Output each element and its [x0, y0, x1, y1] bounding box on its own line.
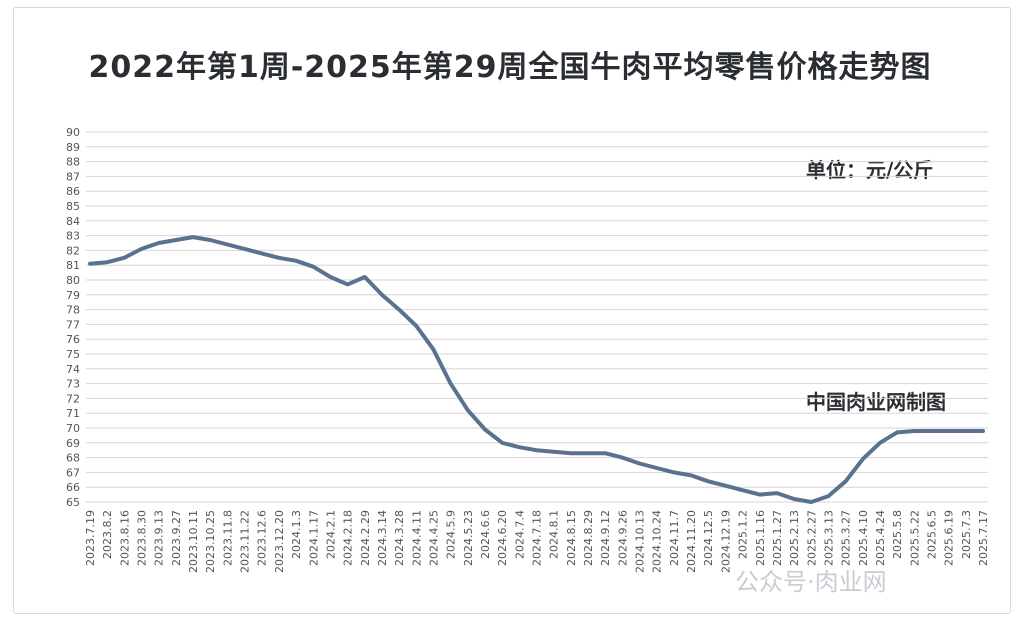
x-tick-label: 2025.1.16	[754, 510, 767, 566]
x-tick-label: 2024.9.26	[616, 510, 629, 566]
x-tick-label: 2024.7.18	[531, 510, 544, 566]
x-tick-label: 2025.2.13	[788, 510, 801, 566]
x-tick-label: 2024.2.18	[342, 510, 355, 566]
x-tick-label: 2024.1.3	[290, 510, 303, 559]
y-tick-label: 70	[66, 422, 80, 435]
series-line	[88, 235, 985, 504]
x-tick-label: 2025.1.27	[771, 510, 784, 566]
x-tick-label: 2025.3.27	[840, 510, 853, 566]
x-tick-label: 2024.4.25	[427, 510, 440, 566]
chart-card	[13, 7, 1011, 614]
y-tick-label: 67	[66, 466, 80, 479]
x-tick-label: 2023.8.2	[101, 510, 114, 559]
y-tick-label: 65	[66, 496, 80, 509]
x-tick-label: 2023.11.22	[239, 510, 252, 573]
x-tick-label: 2025.7.17	[977, 510, 990, 566]
y-tick-label: 68	[66, 452, 80, 465]
y-tick-label: 90	[66, 126, 80, 139]
x-tick-label: 2023.9.27	[170, 510, 183, 566]
x-tick-label: 2024.9.12	[599, 510, 612, 566]
y-tick-label: 71	[66, 407, 80, 420]
x-tick-label: 2024.10.13	[634, 510, 647, 573]
x-tick-label: 2024.11.20	[685, 510, 698, 573]
y-tick-label: 79	[66, 289, 80, 302]
x-tick-label: 2024.6.6	[479, 510, 492, 559]
x-tick-label: 2023.10.11	[187, 510, 200, 573]
x-tick-label: 2023.12.20	[273, 510, 286, 573]
x-tick-label: 2025.4.10	[857, 510, 870, 566]
x-tick-label: 2024.12.5	[702, 510, 715, 566]
x-tick-label: 2024.11.7	[668, 510, 681, 566]
y-tick-label: 84	[66, 215, 80, 228]
x-tick-label: 2023.11.8	[221, 510, 234, 566]
x-tick-label: 2024.8.29	[582, 510, 595, 566]
x-tick-label: 2024.10.24	[651, 510, 664, 573]
x-tick-label: 2024.6.20	[496, 510, 509, 566]
x-tick-label: 2024.4.11	[410, 510, 423, 566]
x-tick-label: 2023.8.30	[136, 510, 149, 566]
y-tick-label: 83	[66, 230, 80, 243]
x-tick-label: 2025.7.3	[960, 510, 973, 559]
x-tick-label: 2024.3.14	[376, 510, 389, 566]
x-tick-label: 2024.3.28	[393, 510, 406, 566]
y-tick-label: 86	[66, 185, 80, 198]
x-tick-label: 2023.9.13	[153, 510, 166, 566]
x-tick-label: 2025.5.22	[908, 510, 921, 566]
y-tick-label: 69	[66, 437, 80, 450]
x-tick-label: 2025.3.13	[822, 510, 835, 566]
y-tick-label: 88	[66, 156, 80, 169]
x-tick-label: 2024.2.1	[324, 510, 337, 559]
x-tick-label: 2024.5.9	[445, 510, 458, 559]
y-tick-label: 77	[66, 318, 80, 331]
x-tick-label: 2024.12.19	[719, 510, 732, 573]
x-tick-label: 2024.7.4	[513, 510, 526, 559]
y-tick-label: 89	[66, 141, 80, 154]
watermark: 公众号·肉业网	[735, 568, 887, 596]
y-tick-label: 73	[66, 378, 80, 391]
chart-title: 2022年第1周-2025年第29周全国牛肉平均零售价格走势图	[88, 50, 932, 85]
y-tick-label: 72	[66, 392, 80, 405]
y-tick-label: 66	[66, 481, 80, 494]
x-tick-label: 2024.2.29	[359, 510, 372, 566]
x-tick-label: 2025.1.2	[737, 510, 750, 559]
y-tick-label: 75	[66, 348, 80, 361]
y-tick-label: 76	[66, 333, 80, 346]
y-tick-label: 85	[66, 200, 80, 213]
x-tick-label: 2023.10.25	[204, 510, 217, 573]
x-tick-label: 2025.2.27	[805, 510, 818, 566]
x-tick-label: 2024.8.15	[565, 510, 578, 566]
x-tick-label: 2023.8.16	[118, 510, 131, 566]
x-tick-label: 2025.6.5	[925, 510, 938, 559]
x-tick-label: 2025.5.8	[891, 510, 904, 559]
y-tick-label: 87	[66, 170, 80, 183]
x-tick-label: 2023.12.6	[256, 510, 269, 566]
y-tick-label: 78	[66, 304, 80, 317]
y-tick-label: 80	[66, 274, 80, 287]
source-label: 中国肉业网制图	[806, 390, 946, 414]
x-tick-label: 2024.8.1	[548, 510, 561, 559]
y-tick-label: 74	[66, 363, 80, 376]
x-tick-label: 2025.6.19	[943, 510, 956, 566]
x-tick-label: 2024.1.17	[307, 510, 320, 566]
x-tick-label: 2025.4.24	[874, 510, 887, 566]
x-tick-label: 2023.7.19	[84, 510, 97, 566]
y-tick-label: 82	[66, 244, 80, 257]
y-tick-label: 81	[66, 259, 80, 272]
x-tick-label: 2024.5.23	[462, 510, 475, 566]
